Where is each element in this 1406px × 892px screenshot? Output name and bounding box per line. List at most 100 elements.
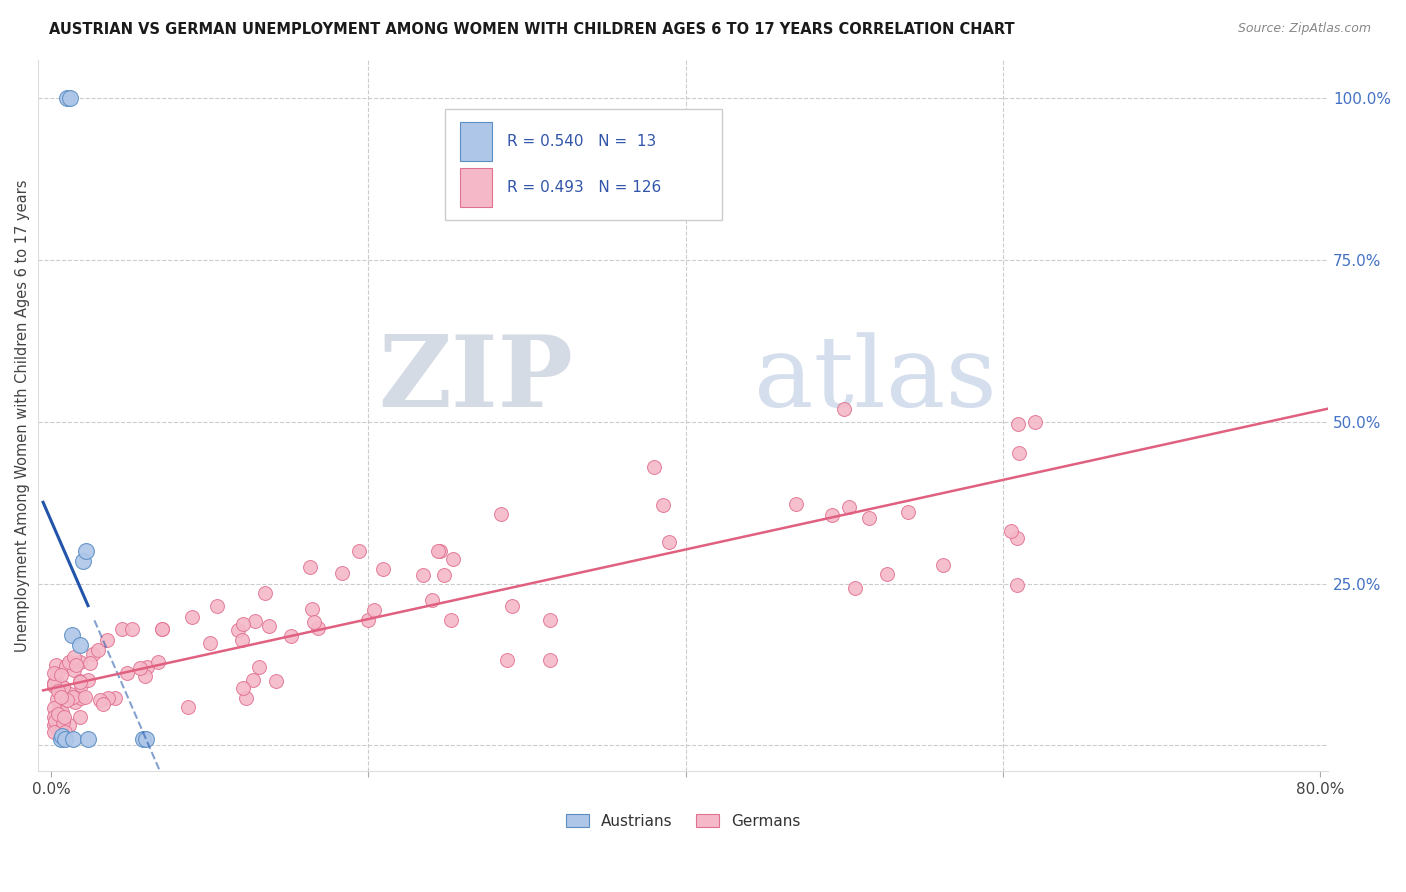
Point: [44, 677, 66, 691]
Point: [443, 552, 465, 566]
Point: [45, 678, 67, 692]
Point: [150, 622, 173, 636]
Point: [93, 698, 115, 712]
Point: [538, 652, 561, 666]
Point: [146, 655, 169, 669]
Point: [51, 690, 73, 705]
Point: [363, 603, 385, 617]
Point: [538, 613, 561, 627]
Point: [45, 674, 67, 689]
Point: [132, 731, 155, 746]
Point: [70, 690, 93, 705]
Point: [49, 731, 72, 746]
Point: [44, 679, 66, 693]
Point: [832, 402, 855, 417]
Point: [897, 505, 920, 519]
Point: [51, 681, 73, 695]
Point: [858, 511, 880, 525]
Point: [58, 718, 80, 732]
Point: [111, 622, 134, 636]
Point: [1008, 446, 1031, 460]
Point: [44, 709, 66, 723]
Point: [62, 731, 84, 746]
Point: [51, 729, 73, 743]
Point: [46, 677, 69, 691]
Point: [82, 647, 104, 661]
Point: [55, 659, 77, 673]
Point: [264, 673, 287, 688]
Text: AUSTRIAN VS GERMAN UNEMPLOYMENT AMONG WOMEN WITH CHILDREN AGES 6 TO 17 YEARS COR: AUSTRIAN VS GERMAN UNEMPLOYMENT AMONG WO…: [49, 22, 1015, 37]
Bar: [444, 110, 721, 219]
Point: [180, 609, 202, 624]
Point: [51, 680, 73, 694]
Y-axis label: Unemployment Among Women with Children Ages 6 to 17 years: Unemployment Among Women with Children A…: [15, 179, 30, 652]
Point: [129, 661, 152, 675]
Point: [63, 663, 86, 677]
Point: [44, 725, 66, 739]
Point: [69, 678, 91, 692]
Point: [420, 593, 443, 607]
Point: [76, 673, 98, 687]
Bar: [460, 122, 492, 161]
Point: [60, 628, 83, 642]
Point: [235, 691, 257, 706]
Point: [658, 535, 681, 549]
Point: [56, 91, 79, 105]
Point: [307, 621, 329, 635]
Point: [62, 690, 84, 704]
Point: [643, 460, 665, 475]
Point: [298, 560, 321, 574]
Bar: [460, 168, 492, 207]
Point: [44, 666, 66, 681]
Point: [69, 655, 91, 669]
Point: [1005, 578, 1028, 592]
Point: [242, 673, 264, 688]
Point: [55, 693, 77, 707]
Point: [134, 669, 156, 683]
Point: [87, 643, 110, 657]
Point: [232, 617, 254, 632]
Point: [1000, 524, 1022, 538]
Point: [115, 666, 138, 681]
Text: R = 0.493   N = 126: R = 0.493 N = 126: [506, 180, 661, 194]
Point: [69, 710, 91, 724]
Point: [301, 601, 323, 615]
Point: [257, 619, 280, 633]
Point: [876, 566, 898, 581]
Point: [46, 692, 69, 706]
Point: [302, 615, 325, 630]
Point: [440, 613, 463, 627]
Point: [232, 681, 254, 696]
Point: [69, 675, 91, 690]
Point: [226, 623, 249, 637]
Point: [821, 508, 844, 522]
Text: R = 0.540   N =  13: R = 0.540 N = 13: [506, 135, 655, 149]
Point: [46, 666, 69, 681]
Point: [200, 636, 222, 650]
Point: [44, 675, 66, 690]
Point: [59, 91, 82, 105]
Point: [89, 693, 111, 707]
Point: [1007, 417, 1029, 432]
Point: [838, 500, 860, 515]
Point: [44, 714, 66, 728]
Point: [373, 562, 395, 576]
Point: [104, 691, 127, 706]
Point: [72, 554, 94, 568]
Point: [52, 710, 75, 724]
Point: [433, 568, 456, 582]
Legend: Austrians, Germans: Austrians, Germans: [560, 807, 807, 835]
Point: [412, 568, 434, 582]
Point: [65, 658, 87, 673]
Point: [489, 507, 512, 521]
Point: [651, 499, 673, 513]
Point: [1005, 531, 1028, 545]
Point: [53, 725, 76, 739]
Point: [49, 667, 72, 681]
Point: [46, 706, 69, 721]
Point: [75, 544, 97, 558]
Point: [97, 691, 120, 706]
Point: [96, 633, 118, 648]
Point: [53, 731, 76, 746]
Point: [844, 581, 866, 595]
